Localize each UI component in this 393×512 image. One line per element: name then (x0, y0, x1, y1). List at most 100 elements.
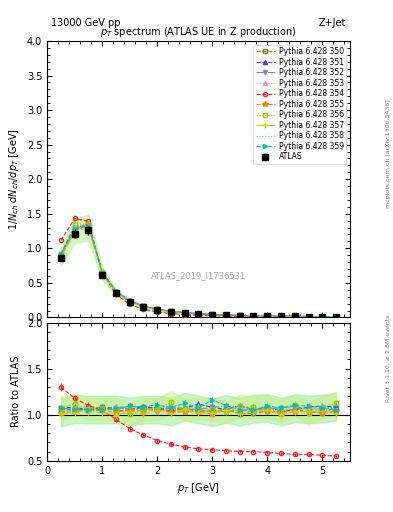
Pythia 6.428 350 (265, 313, 270, 319)
Pythia 6.428 353 (72, 224, 77, 230)
Pythia 6.428 359 (251, 313, 256, 319)
Pythia 6.428 357 (182, 310, 187, 316)
Pythia 6.428 358 (279, 313, 283, 319)
Pythia 6.428 354 (334, 314, 338, 320)
Pythia 6.428 359 (210, 311, 215, 317)
Pythia 6.428 357 (169, 309, 173, 315)
Pythia 6.428 355 (306, 313, 311, 319)
Pythia 6.428 357 (306, 313, 311, 319)
Pythia 6.428 358 (224, 312, 228, 318)
Pythia 6.428 351 (334, 314, 338, 320)
Pythia 6.428 353 (155, 306, 160, 312)
Pythia 6.428 359 (279, 313, 283, 319)
Pythia 6.428 359 (292, 313, 297, 319)
Pythia 6.428 355 (114, 289, 118, 295)
Pythia 6.428 352 (182, 310, 187, 316)
Text: Rivet 3.1.10, ≥ 2.8M events: Rivet 3.1.10, ≥ 2.8M events (386, 315, 391, 402)
Pythia 6.428 353 (265, 313, 270, 319)
Pythia 6.428 356 (72, 221, 77, 227)
Pythia 6.428 359 (196, 311, 201, 317)
Pythia 6.428 358 (155, 307, 160, 313)
Pythia 6.428 354 (127, 301, 132, 307)
Pythia 6.428 351 (86, 223, 91, 229)
Pythia 6.428 350 (196, 311, 201, 317)
Pythia 6.428 357 (237, 312, 242, 318)
Pythia 6.428 353 (100, 269, 105, 275)
Pythia 6.428 354 (320, 314, 325, 320)
Pythia 6.428 356 (279, 313, 283, 319)
Pythia 6.428 355 (86, 222, 91, 228)
Pythia 6.428 352 (72, 225, 77, 231)
Pythia 6.428 354 (251, 313, 256, 319)
Pythia 6.428 354 (141, 306, 146, 312)
Pythia 6.428 353 (86, 220, 91, 226)
Pythia 6.428 352 (86, 224, 91, 230)
Pythia 6.428 358 (100, 269, 105, 275)
Pythia 6.428 358 (141, 303, 146, 309)
Pythia 6.428 350 (155, 306, 160, 312)
Pythia 6.428 352 (100, 269, 105, 275)
Pythia 6.428 351 (196, 311, 201, 317)
Pythia 6.428 354 (210, 313, 215, 319)
Pythia 6.428 350 (306, 313, 311, 319)
Pythia 6.428 351 (320, 313, 325, 319)
Pythia 6.428 359 (141, 303, 146, 309)
Pythia 6.428 354 (72, 216, 77, 222)
Pythia 6.428 352 (292, 313, 297, 319)
Pythia 6.428 357 (141, 304, 146, 310)
Pythia 6.428 351 (100, 269, 105, 275)
Pythia 6.428 353 (169, 308, 173, 314)
Pythia 6.428 358 (72, 225, 77, 231)
Line: Pythia 6.428 352: Pythia 6.428 352 (59, 225, 338, 319)
Pythia 6.428 354 (279, 314, 283, 320)
Pythia 6.428 358 (265, 313, 270, 319)
Pythia 6.428 353 (182, 310, 187, 316)
Pythia 6.428 355 (169, 309, 173, 315)
Pythia 6.428 357 (265, 313, 270, 319)
Pythia 6.428 353 (196, 311, 201, 317)
Pythia 6.428 359 (114, 288, 118, 294)
Line: Pythia 6.428 358: Pythia 6.428 358 (61, 225, 336, 317)
Pythia 6.428 352 (279, 313, 283, 319)
Pythia 6.428 356 (86, 221, 91, 227)
Pythia 6.428 357 (59, 254, 63, 261)
Pythia 6.428 351 (59, 251, 63, 257)
Pythia 6.428 351 (141, 303, 146, 309)
Pythia 6.428 358 (320, 313, 325, 319)
Pythia 6.428 355 (334, 314, 338, 320)
Y-axis label: $1/N_{ch}\;dN_{ch}/dp_T$ [GeV]: $1/N_{ch}\;dN_{ch}/dp_T$ [GeV] (7, 128, 21, 230)
Pythia 6.428 356 (265, 313, 270, 319)
Pythia 6.428 350 (251, 313, 256, 319)
Pythia 6.428 351 (72, 224, 77, 230)
Pythia 6.428 350 (279, 313, 283, 319)
Line: Pythia 6.428 350: Pythia 6.428 350 (59, 223, 338, 319)
Pythia 6.428 352 (196, 311, 201, 317)
Pythia 6.428 356 (169, 308, 173, 314)
Pythia 6.428 353 (306, 313, 311, 319)
Pythia 6.428 351 (265, 313, 270, 319)
Pythia 6.428 350 (59, 251, 63, 258)
Pythia 6.428 358 (114, 289, 118, 295)
Pythia 6.428 358 (334, 314, 338, 320)
Pythia 6.428 356 (182, 310, 187, 316)
Pythia 6.428 351 (169, 308, 173, 314)
Pythia 6.428 350 (210, 311, 215, 317)
Line: Pythia 6.428 355: Pythia 6.428 355 (58, 222, 339, 319)
Pythia 6.428 358 (59, 254, 63, 260)
Pythia 6.428 359 (72, 226, 77, 232)
Pythia 6.428 358 (292, 313, 297, 319)
Pythia 6.428 350 (86, 222, 91, 228)
Pythia 6.428 355 (320, 313, 325, 319)
Pythia 6.428 356 (196, 311, 201, 317)
Pythia 6.428 355 (224, 312, 228, 318)
Pythia 6.428 352 (141, 303, 146, 309)
Pythia 6.428 359 (127, 297, 132, 304)
Line: Pythia 6.428 357: Pythia 6.428 357 (58, 225, 339, 319)
Pythia 6.428 350 (237, 312, 242, 318)
Pythia 6.428 351 (127, 298, 132, 304)
Title: $p_T$ spectrum (ATLAS UE in Z production): $p_T$ spectrum (ATLAS UE in Z production… (100, 26, 297, 39)
Pythia 6.428 351 (114, 288, 118, 294)
Pythia 6.428 351 (237, 312, 242, 318)
Pythia 6.428 358 (237, 312, 242, 318)
Pythia 6.428 352 (169, 308, 173, 314)
